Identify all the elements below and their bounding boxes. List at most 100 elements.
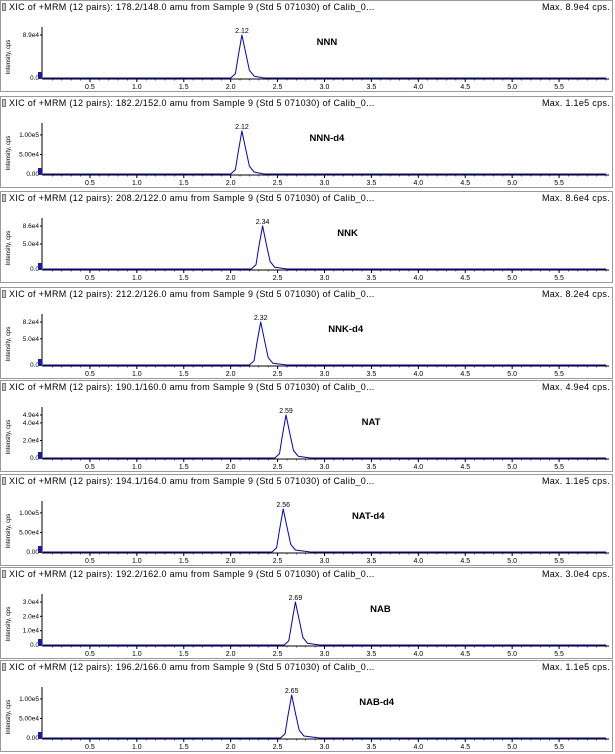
- peak-retention-label: 2.65: [285, 688, 299, 695]
- x-tick-label: 0.5: [85, 464, 95, 471]
- chromatogram-plot: Intensity, cps 0.00 5.00e4 1.00e5 0.5 1.0 1.5 2…: [6, 501, 609, 565]
- panel-title: XIC of +MRM (12 pairs): 192.2/162.0 amu …: [9, 569, 375, 579]
- y-tick-label: 1.00e5: [19, 696, 39, 703]
- panel-handle-icon[interactable]: [2, 3, 6, 11]
- x-tick-label: 1.0: [132, 744, 142, 751]
- x-tick-label: 4.0: [413, 744, 423, 751]
- max-intensity: Max. 8.9e4 cps.: [541, 2, 610, 12]
- y-tick-label: 0.0: [30, 642, 39, 649]
- y-tick-label: 0.00: [26, 171, 39, 178]
- compound-name: NAT: [362, 417, 381, 428]
- x-tick-label: 3.5: [367, 464, 377, 471]
- y-tick-label: 0.00: [26, 549, 39, 556]
- y-tick-label: 8.9e4: [23, 32, 40, 39]
- y-tick-label: 0.0: [30, 266, 39, 273]
- chromatogram-trace: [43, 508, 606, 553]
- chromatogram-panel: XIC of +MRM (12 pairs): 190.1/160.0 amu …: [0, 380, 613, 472]
- x-tick-label: 3.5: [367, 558, 377, 565]
- x-tick-label: 1.5: [179, 464, 189, 471]
- panel-handle-icon[interactable]: [2, 570, 6, 578]
- x-tick-label: 5.0: [507, 464, 517, 471]
- peak-retention-label: 2.12: [235, 124, 249, 131]
- x-tick-label: 5.5: [554, 371, 564, 378]
- x-tick-label: 1.5: [179, 651, 189, 658]
- y-tick-label: 1.00e5: [19, 510, 39, 517]
- x-tick-label: 5.5: [554, 651, 564, 658]
- max-intensity: Max. 3.0e4 cps.: [541, 569, 610, 579]
- x-tick-label: 2.5: [273, 558, 283, 565]
- x-tick-label: 2.0: [226, 371, 236, 378]
- x-tick-label: 2.0: [226, 744, 236, 751]
- panel-title: XIC of +MRM (12 pairs): 212.2/126.0 amu …: [9, 289, 375, 299]
- panel-header: XIC of +MRM (12 pairs): 212.2/126.0 amu …: [1, 288, 612, 300]
- y-tick-label: 3.0e4: [23, 599, 40, 606]
- x-tick-label: 3.5: [367, 84, 377, 91]
- max-intensity: Max. 8.6e4 cps.: [541, 193, 610, 203]
- x-tick-label: 3.0: [320, 744, 330, 751]
- chromatogram-plot: Intensity, cps 0.00 5.00e4 1.00e5 0.5 1.0 1.5 2…: [6, 687, 609, 751]
- x-tick-label: 1.5: [179, 275, 189, 282]
- panel-handle-icon[interactable]: [2, 290, 6, 298]
- panel-handle-icon[interactable]: [2, 383, 6, 391]
- x-tick-label: 2.0: [226, 464, 236, 471]
- y-axis-label: Intensity, cps: [6, 514, 12, 549]
- panel-header: XIC of +MRM (12 pairs): 178.2/148.0 amu …: [1, 1, 612, 13]
- max-intensity: Max. 1.1e5 cps.: [541, 662, 610, 672]
- panel-header: XIC of +MRM (12 pairs): 182.2/152.0 amu …: [1, 97, 612, 109]
- peak-retention-label: 2.59: [279, 408, 293, 415]
- x-tick-label: 0.5: [85, 651, 95, 658]
- x-tick-label: 3.0: [320, 651, 330, 658]
- x-tick-label: 1.5: [179, 371, 189, 378]
- x-tick-label: 3.5: [367, 744, 377, 751]
- x-tick-label: 1.0: [132, 84, 142, 91]
- x-tick-label: 4.5: [460, 744, 470, 751]
- panel-title: XIC of +MRM (12 pairs): 194.1/164.0 amu …: [9, 476, 375, 486]
- compound-name: NNN: [317, 37, 338, 48]
- x-tick-label: 3.0: [320, 180, 330, 187]
- chromatogram-plot: Intensity, cps 0.0 5.0e4 8.2e4 0.5 1.0 1.5 2.0 2…: [6, 314, 609, 378]
- y-tick-label: 5.0e4: [23, 241, 40, 248]
- start-marker: [38, 263, 42, 270]
- compound-name: NNK: [337, 228, 358, 239]
- y-axis-label: Intensity, cps: [6, 420, 12, 455]
- chromatogram-plot: Intensity, cps 0.0 5.0e4 8.6e4 0.5 1.0 1.5 2.0 2…: [6, 218, 609, 282]
- y-tick-label: 2.0e4: [23, 437, 40, 444]
- x-tick-label: 5.0: [507, 180, 517, 187]
- x-tick-label: 3.0: [320, 84, 330, 91]
- panel-handle-icon[interactable]: [2, 663, 6, 671]
- chromatogram-plot: Intensity, cps 0.0 1.0e4 2.0e4 3.0e4 0.5 1.0 1.…: [6, 594, 609, 658]
- max-intensity: Max. 8.2e4 cps.: [541, 289, 610, 299]
- max-intensity: Max. 1.1e5 cps.: [541, 98, 610, 108]
- panel-handle-icon[interactable]: [2, 99, 6, 107]
- peak-retention-label: 2.34: [256, 219, 270, 226]
- chromatogram-trace: [43, 694, 606, 739]
- x-tick-label: 1.0: [132, 275, 142, 282]
- peak-retention-label: 2.32: [254, 315, 268, 322]
- y-axis-label: Intensity, cps: [6, 700, 12, 735]
- x-tick-label: 2.5: [273, 84, 283, 91]
- x-tick-label: 2.0: [226, 84, 236, 91]
- panel-header: XIC of +MRM (12 pairs): 192.2/162.0 amu …: [1, 568, 612, 580]
- chromatogram-trace: [43, 321, 606, 366]
- x-tick-label: 5.5: [554, 464, 564, 471]
- chromatogram-panel: XIC of +MRM (12 pairs): 178.2/148.0 amu …: [0, 0, 613, 92]
- panel-title: XIC of +MRM (12 pairs): 196.2/166.0 amu …: [9, 662, 375, 672]
- x-tick-label: 0.5: [85, 371, 95, 378]
- x-tick-label: 4.0: [413, 275, 423, 282]
- peak-retention-label: 2.69: [289, 595, 303, 602]
- chromatogram-panel: XIC of +MRM (12 pairs): 208.2/122.0 amu …: [0, 191, 613, 283]
- chromatogram-trace: [43, 34, 606, 79]
- x-tick-label: 4.5: [460, 180, 470, 187]
- start-marker: [38, 452, 42, 459]
- chromatogram-trace: [43, 414, 606, 459]
- x-tick-label: 4.5: [460, 275, 470, 282]
- panel-handle-icon[interactable]: [2, 194, 6, 202]
- x-tick-label: 1.0: [132, 464, 142, 471]
- y-axis-label: Intensity, cps: [6, 40, 12, 75]
- compound-name: NNN-d4: [310, 133, 346, 144]
- x-tick-label: 2.0: [226, 558, 236, 565]
- start-marker: [38, 639, 42, 646]
- chromatogram-panel: XIC of +MRM (12 pairs): 196.2/166.0 amu …: [0, 660, 613, 752]
- x-tick-label: 5.0: [507, 371, 517, 378]
- panel-handle-icon[interactable]: [2, 477, 6, 485]
